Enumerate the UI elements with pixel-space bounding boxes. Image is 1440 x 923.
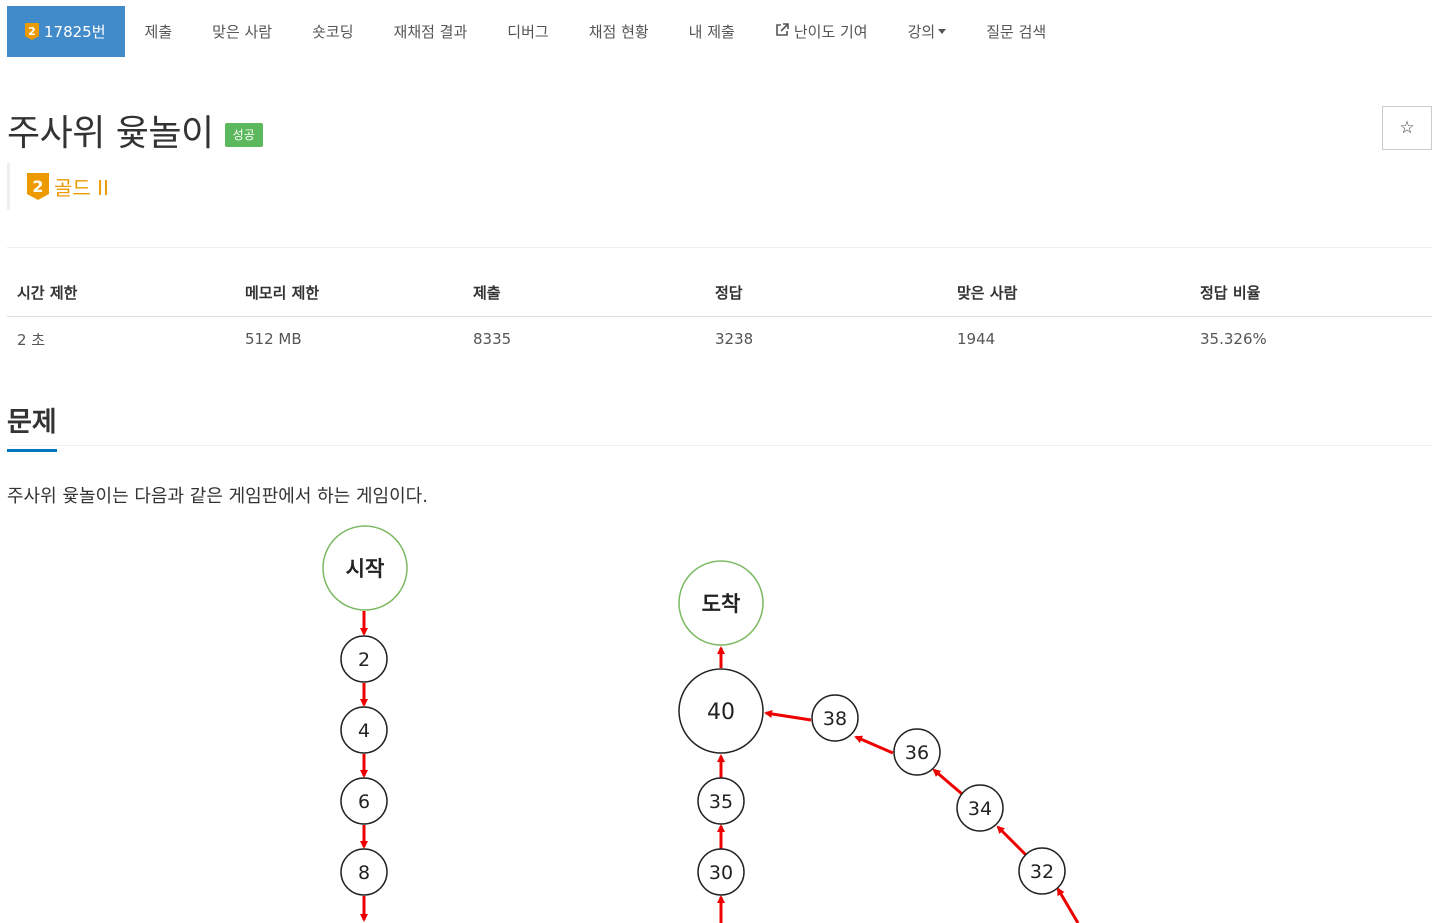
divider <box>7 445 1432 446</box>
arrow <box>996 825 1028 857</box>
nav-question-search[interactable]: 질문 검색 <box>986 23 1047 41</box>
node-label: 30 <box>709 862 733 884</box>
board-node: 30 <box>697 848 745 896</box>
header-memory-limit: 메모리 제한 <box>235 270 463 317</box>
header-time-limit: 시간 제한 <box>7 270 235 317</box>
page-title: 주사위 윷놀이 <box>7 113 214 154</box>
external-link-icon <box>775 22 789 41</box>
table-row: 2 초 512 MB 8335 3238 1944 35.326% <box>7 316 1432 362</box>
arrow <box>932 768 963 796</box>
problem-title-row: 주사위 윷놀이 성공 <box>7 104 263 156</box>
board-node: 38 <box>811 694 859 742</box>
nav-submit[interactable]: 제출 <box>144 23 173 41</box>
nav-lectures-dropdown[interactable]: 강의 <box>888 6 967 57</box>
problem-number-label: 17825번 <box>44 23 106 41</box>
board-node: 36 <box>893 728 941 776</box>
game-board-diagram: 시작 도착 2 4 6 8 40 35 <box>322 525 1080 923</box>
start-node: 시작 <box>322 525 408 611</box>
header-accept-ratio: 정답 비율 <box>1190 270 1432 317</box>
node-label: 2 <box>358 649 370 671</box>
nav-short-coding[interactable]: 숏코딩 <box>312 23 354 41</box>
board-node: 6 <box>340 777 388 825</box>
board-node: 2 <box>340 635 388 683</box>
header-submissions: 제출 <box>463 270 705 317</box>
difficulty-contribution-label: 난이도 기여 <box>793 23 868 41</box>
node-label: 35 <box>709 791 733 813</box>
nav-rejudge-results[interactable]: 재채점 결과 <box>393 23 468 41</box>
nav-my-submissions[interactable]: 내 제출 <box>688 23 735 41</box>
board-arrows <box>360 611 1080 923</box>
nav-status[interactable]: 채점 현황 <box>588 23 649 41</box>
favorite-star-button[interactable]: ☆ <box>1382 106 1432 150</box>
board-node: 4 <box>340 706 388 754</box>
end-node: 도착 <box>678 560 764 646</box>
arrow <box>764 709 812 722</box>
node-label: 38 <box>823 708 847 730</box>
arrow <box>1056 887 1080 923</box>
start-label: 시작 <box>346 557 385 581</box>
nav-debug[interactable]: 디버그 <box>507 23 549 41</box>
nav-difficulty-contribution[interactable]: 난이도 기여 <box>755 6 888 57</box>
accept-ratio-value: 35.326% <box>1200 330 1267 348</box>
time-limit-value: 2 초 <box>17 330 46 349</box>
star-icon: ☆ <box>1399 118 1415 138</box>
board-node: 34 <box>956 784 1004 832</box>
arrow <box>854 735 894 755</box>
board-node: 40 <box>678 668 764 754</box>
end-label: 도착 <box>702 592 741 616</box>
tier-label[interactable]: 골드 II <box>54 176 109 200</box>
node-label: 40 <box>707 700 735 725</box>
node-label: 4 <box>358 720 370 742</box>
solved-users-value: 1944 <box>957 330 996 348</box>
problem-tier: 2 골드 II <box>7 163 109 210</box>
problem-description: 주사위 윷놀이는 다음과 같은 게임판에서 하는 게임이다. <box>7 486 428 507</box>
accepted-value: 3238 <box>715 330 754 348</box>
nav-problem-number[interactable]: 2 17825번 <box>7 6 125 57</box>
node-label: 34 <box>968 798 992 820</box>
table-header-row: 시간 제한 메모리 제한 제출 정답 맞은 사람 정답 비율 <box>7 270 1432 317</box>
node-label: 32 <box>1030 861 1054 883</box>
section-heading: 문제 <box>7 400 57 452</box>
board-node: 32 <box>1018 847 1066 895</box>
node-label: 8 <box>358 862 370 884</box>
memory-limit-value: 512 MB <box>245 330 302 348</box>
board-node: 35 <box>697 777 745 825</box>
board-node: 8 <box>340 848 388 896</box>
header-accepted: 정답 <box>705 270 947 317</box>
nav-solved-users[interactable]: 맞은 사람 <box>212 23 273 41</box>
problem-nav: 2 17825번 제출 맞은 사람 숏코딩 재채점 결과 디버그 채점 현황 내… <box>7 6 1066 57</box>
node-label: 36 <box>905 742 929 764</box>
status-badge: 성공 <box>224 123 263 147</box>
problem-info-table: 시간 제한 메모리 제한 제출 정답 맞은 사람 정답 비율 2 초 512 M… <box>7 270 1432 362</box>
lectures-label: 강의 <box>907 23 936 41</box>
caret-down-icon <box>938 29 947 34</box>
header-solved-users: 맞은 사람 <box>947 270 1190 317</box>
gold-tier-icon: 2 <box>25 23 39 40</box>
gold-tier-icon: 2 <box>27 173 49 200</box>
node-label: 6 <box>358 791 370 813</box>
divider <box>7 247 1432 248</box>
submissions-value: 8335 <box>473 330 512 348</box>
